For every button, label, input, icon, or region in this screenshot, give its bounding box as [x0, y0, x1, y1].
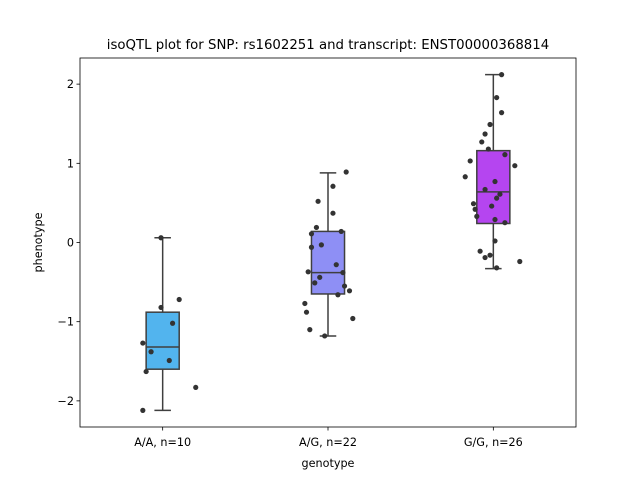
data-point: [303, 309, 310, 315]
data-point: [333, 262, 339, 268]
box-group: [476, 73, 511, 270]
data-point: [470, 201, 477, 207]
data-point: [502, 220, 508, 226]
data-point: [487, 121, 493, 128]
data-point: [462, 174, 468, 180]
data-point: [322, 333, 328, 339]
data-point: [487, 252, 493, 258]
data-point: [346, 288, 353, 294]
data-point: [497, 191, 503, 197]
data-point: [499, 110, 505, 116]
data-point: [307, 327, 313, 333]
data-point: [340, 269, 346, 276]
data-point: [502, 152, 508, 158]
data-point: [193, 384, 199, 391]
data-point: [312, 280, 318, 286]
iqr-box: [476, 149, 511, 225]
x-tick-label: G/G, n=26: [464, 436, 523, 449]
data-point: [169, 320, 176, 326]
data-point: [479, 139, 485, 145]
data-point: [492, 216, 498, 223]
data-point: [313, 224, 320, 231]
data-point: [302, 300, 308, 307]
data-point: [330, 183, 336, 189]
y-tick-label: −1: [58, 316, 75, 329]
data-point: [494, 195, 500, 201]
data-point: [485, 146, 491, 152]
y-tick-label: 1: [67, 157, 74, 170]
x-tick-label: A/G, n=22: [299, 436, 357, 449]
data-point: [341, 283, 348, 289]
data-point: [158, 235, 164, 241]
data-point: [482, 131, 488, 137]
data-point: [305, 269, 311, 275]
y-tick-label: −2: [58, 395, 75, 408]
chart-title: isoQTL plot for SNP: rs1602251 and trans…: [107, 38, 549, 53]
y-tick-label: 2: [67, 78, 74, 91]
data-point: [517, 258, 523, 265]
data-point: [330, 210, 336, 216]
y-axis: −2 −1 0 1 2: [58, 78, 80, 408]
data-point: [176, 296, 182, 303]
data-point: [472, 206, 478, 212]
data-point: [343, 169, 349, 175]
y-axis-label: phenotype: [32, 212, 45, 272]
data-point: [308, 244, 315, 250]
data-point: [492, 178, 498, 185]
iqr-box: [310, 230, 346, 295]
point-group: [140, 235, 199, 413]
iqr-box: [145, 311, 180, 370]
data-point: [143, 368, 149, 375]
data-point: [338, 228, 344, 235]
data-point: [494, 94, 500, 101]
data-point: [148, 349, 154, 355]
plot-area: [140, 72, 523, 413]
data-point: [477, 248, 483, 254]
data-point: [158, 304, 164, 311]
y-tick-label: 0: [67, 237, 74, 250]
data-point: [308, 231, 315, 237]
data-point: [492, 238, 498, 244]
x-axis: A/A, n=10 A/G, n=22 G/G, n=26: [134, 427, 523, 449]
data-point: [315, 198, 321, 204]
point-group: [462, 72, 523, 271]
data-point: [140, 340, 146, 346]
data-point: [489, 203, 495, 209]
data-point: [482, 186, 488, 193]
data-point: [512, 163, 518, 169]
data-point: [467, 158, 473, 164]
data-point: [474, 213, 480, 219]
data-point: [318, 242, 324, 248]
data-point: [499, 72, 505, 78]
data-point: [350, 315, 356, 322]
data-point: [494, 265, 500, 271]
box-group: [310, 172, 346, 337]
data-point: [140, 407, 146, 413]
point-group: [302, 169, 356, 339]
data-point: [335, 292, 341, 298]
data-point: [317, 274, 323, 280]
x-axis-label: genotype: [302, 457, 355, 470]
x-tick-label: A/A, n=10: [134, 436, 191, 449]
data-point: [166, 357, 172, 364]
data-point: [482, 254, 488, 261]
